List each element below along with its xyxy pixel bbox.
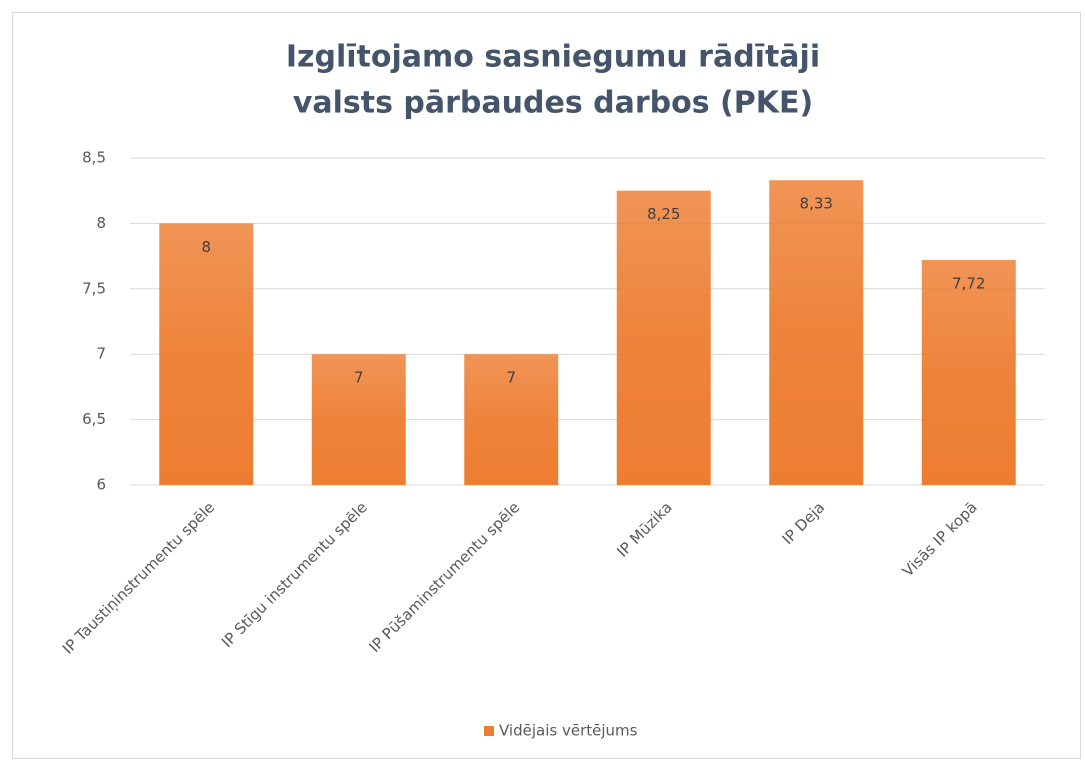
y-tick-label: 6 (96, 476, 106, 494)
data-label: 8,25 (647, 205, 680, 223)
y-tick-label: 8 (96, 214, 106, 232)
data-label: 7 (506, 369, 516, 387)
data-label: 8,33 (800, 195, 833, 213)
data-label: 8 (201, 238, 211, 256)
chart-title: Izglītojamo sasniegumu rādītāji (286, 40, 820, 75)
bar (921, 260, 1016, 485)
y-tick-label: 7 (96, 345, 106, 363)
y-tick-label: 6,5 (82, 410, 106, 428)
legend-swatch (484, 726, 494, 736)
y-tick-label: 8,5 (82, 149, 106, 167)
data-label: 7 (354, 369, 364, 387)
bar (311, 354, 406, 485)
y-tick-label: 7,5 (82, 279, 106, 297)
legend-label: Vidējais vērtējums (499, 722, 638, 740)
bar (464, 354, 559, 485)
chart-title: valsts pārbaudes darbos (PKE) (293, 86, 813, 121)
bar (159, 223, 254, 485)
bar (769, 180, 864, 485)
data-label: 7,72 (952, 275, 985, 293)
bar (616, 190, 711, 485)
